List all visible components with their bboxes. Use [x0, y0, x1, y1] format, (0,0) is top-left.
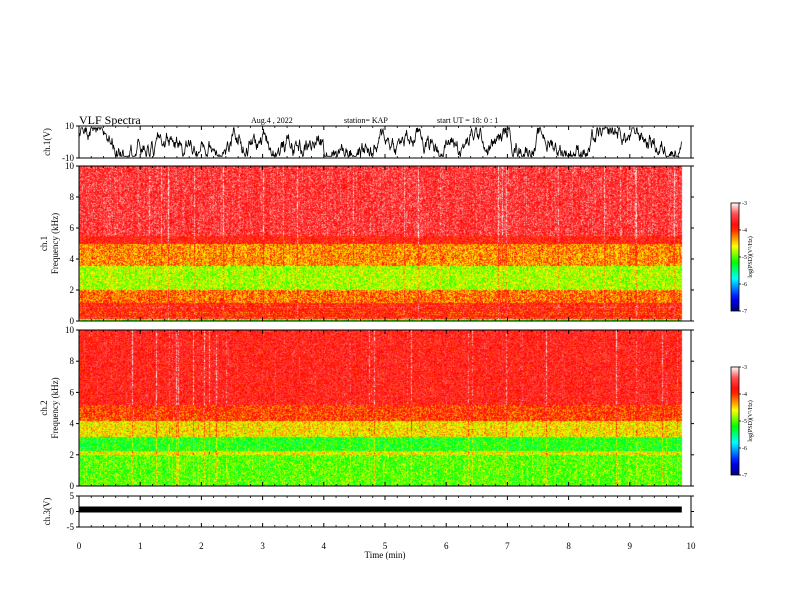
ch1-spectrogram-ytick-label: 2: [70, 285, 75, 295]
xaxis-tick-label: 6: [444, 541, 449, 551]
ch1-spectrogram-ylabel: Frequency (kHz): [50, 213, 60, 274]
ch1-spectrogram-image: [79, 166, 691, 321]
ch1-spectrogram-colorbar-label: log(PSD)(V²/Hz): [747, 236, 754, 277]
ch3-waveform-ytick-label: 0: [70, 507, 75, 517]
xaxis-label: Time (min): [365, 550, 406, 560]
ch1-spectrogram-ytick-label: 6: [70, 223, 75, 233]
ch1-spectrogram-ytick-label: 4: [70, 254, 75, 264]
ch2-spectrogram-ylabel: ch.2: [39, 400, 49, 415]
ch2-spectrogram-colorbar-tick-label: -4: [742, 392, 747, 398]
ch1-spectrogram-ylabel: ch.1: [39, 236, 49, 251]
xaxis-tick-label: 2: [199, 541, 204, 551]
ch1-waveform-ytick-label: -10: [62, 153, 74, 163]
ch2-spectrogram-colorbar-tick-label: -5: [742, 419, 747, 425]
date-label: Aug.4 , 2022: [251, 116, 293, 125]
ch3-waveform-ylabel: ch.3(V): [42, 498, 52, 526]
ch2-spectrogram-ytick-label: 10: [65, 325, 75, 335]
ch3-waveform-ytick-label: -5: [67, 522, 75, 532]
ch2-spectrogram-ytick-label: 4: [70, 419, 75, 429]
start-time-label: start UT = 18: 0 : 1: [437, 116, 499, 125]
ch1-waveform-ylabel: ch.1(V): [42, 128, 52, 156]
xaxis-tick-label: 10: [687, 541, 697, 551]
ch1-spectrogram-colorbar-tick-label: -7: [742, 309, 747, 315]
xaxis-tick-label: 7: [505, 541, 510, 551]
ch2-spectrogram-colorbar-tick-label: -6: [742, 446, 747, 452]
ch2-spectrogram-colorbar: [730, 366, 740, 476]
xaxis-tick-label: 3: [260, 541, 265, 551]
ch2-spectrogram-colorbar-label: log(PSD)(V²/Hz): [747, 400, 754, 441]
xaxis-tick-label: 9: [628, 541, 633, 551]
ch2-spectrogram-ytick-label: 0: [70, 481, 75, 491]
xaxis-tick-label: 1: [138, 541, 143, 551]
ch1-waveform-ytick-label: 10: [65, 121, 75, 131]
xaxis-tick-label: 5: [383, 541, 388, 551]
ch1-spectrogram-ytick-label: 8: [70, 192, 75, 202]
ch2-spectrogram-colorbar-tick-label: -7: [742, 473, 747, 479]
ch1-spectrogram-colorbar-tick-label: -3: [742, 201, 747, 207]
ch1-spectrogram-colorbar: [730, 202, 740, 312]
ch3-waveform-band: [79, 506, 682, 513]
ch1-waveform-line: [78, 126, 682, 158]
ch1-spectrogram-ytick-label: 10: [65, 161, 75, 171]
ch2-spectrogram-colorbar-tick-label: -3: [742, 365, 747, 371]
ch2-spectrogram-image: [79, 330, 691, 486]
ch2-spectrogram-ytick-label: 6: [70, 387, 75, 397]
ch3-waveform-ytick-label: 5: [70, 491, 75, 501]
figure-title: VLF Spectra: [79, 113, 141, 127]
ch1-spectrogram-colorbar-tick-label: -6: [742, 282, 747, 288]
ch2-spectrogram-ylabel: Frequency (kHz): [50, 377, 60, 438]
ch1-spectrogram-colorbar-tick-label: -4: [742, 228, 747, 234]
xaxis-tick-label: 4: [322, 541, 327, 551]
ch1-spectrogram-ytick-label: 0: [70, 316, 75, 326]
ch2-spectrogram-ytick-label: 8: [70, 356, 75, 366]
ch2-spectrogram-ytick-label: 2: [70, 450, 75, 460]
xaxis-tick-label: 0: [77, 541, 82, 551]
xaxis-tick-label: 8: [566, 541, 571, 551]
ch1-spectrogram-colorbar-tick-label: -5: [742, 255, 747, 261]
station-label: station= KAP: [344, 116, 388, 125]
